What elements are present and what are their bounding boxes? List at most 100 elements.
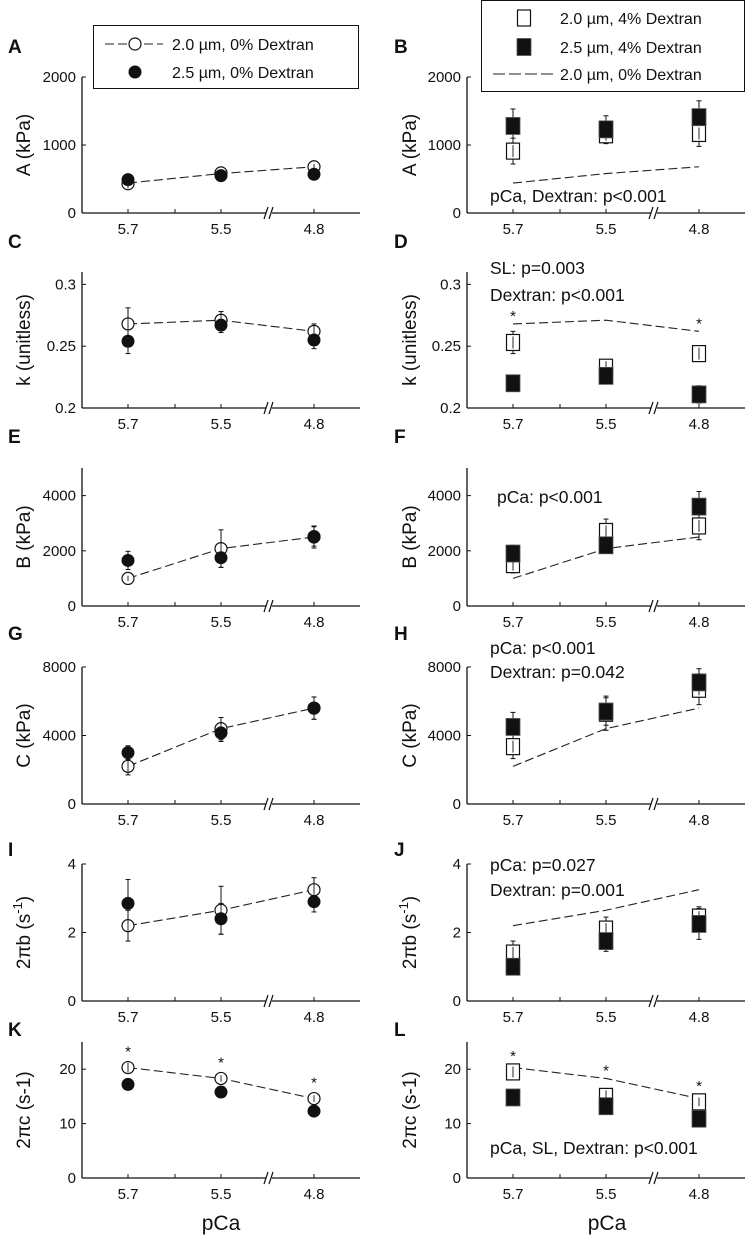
y-axis-label-text: k (unitless) xyxy=(400,294,421,386)
y-axis-label-end: ) xyxy=(14,896,35,902)
y-tick-label: 10 xyxy=(59,1116,76,1133)
y-tick-label: 0 xyxy=(453,598,461,615)
y-tick-label: 0 xyxy=(453,796,461,813)
axis-break xyxy=(648,797,659,811)
axis-break xyxy=(263,1171,274,1185)
stats-annotation: Dextran: p=0.001 xyxy=(490,880,625,900)
significance-star: * xyxy=(510,1048,516,1065)
x-tick-label: 5.7 xyxy=(118,1186,139,1203)
x-tick-label: 4.8 xyxy=(304,812,325,829)
stats-annotation: pCa, SL, Dextran: p<0.001 xyxy=(490,1138,698,1158)
x-tick-label: 5.5 xyxy=(596,614,617,631)
y-axis-label-end: ) xyxy=(400,896,421,902)
panel-l: L 0 10 20 5.7 5.5 4.8 2πc (s-1) * * * pCa, SL, Dext… xyxy=(394,1020,745,1203)
x-tick-label: 5.5 xyxy=(596,416,617,433)
panel-f: F 0 2000 4000 5.7 5.5 4.8 B (kPa) pCa: p<0.001 xyxy=(394,427,745,631)
y-axis-label-superscript: -1 xyxy=(396,902,411,914)
data-point-filled-square xyxy=(691,673,707,692)
x-tick-label: 4.8 xyxy=(304,1186,325,1203)
axis-break xyxy=(648,1171,659,1185)
y-axis-label-text: 2πb (s xyxy=(14,914,35,969)
stats-annotation: Dextran: p=0.042 xyxy=(490,662,625,682)
legend-box xyxy=(93,25,359,89)
x-tick-label: 4.8 xyxy=(689,416,710,433)
reference-line-2um-0pct xyxy=(512,889,700,927)
y-axis-label-text: 2πc (s-1) xyxy=(400,1071,421,1149)
x-tick-label: 5.5 xyxy=(211,221,232,238)
data-point-filled-square xyxy=(505,374,521,393)
data-point-filled-circle xyxy=(121,1077,135,1091)
panel-j: J 0 2 4 5.7 5.5 4.8 2πb (s-1) pCa: p=0.027 Dextra… xyxy=(394,840,745,1026)
x-tick-label: 5.7 xyxy=(118,812,139,829)
y-tick-label: 0.2 xyxy=(55,400,76,417)
x-tick-label: 5.7 xyxy=(118,614,139,631)
y-axis-label: C (kPa) xyxy=(14,703,35,767)
legend-right: 2.0 µm, 4% Dextran 2.5 µm, 4% Dextran 2.0 … xyxy=(481,0,745,92)
significance-star: * xyxy=(696,315,702,332)
y-tick-label: 2000 xyxy=(43,69,76,86)
x-tick-label: 5.7 xyxy=(503,1186,524,1203)
y-tick-label: 0.3 xyxy=(55,276,76,293)
y-tick-label: 4 xyxy=(68,856,76,873)
x-tick-label: 5.7 xyxy=(118,221,139,238)
data-point-filled-square xyxy=(505,957,521,976)
panel-d: D 0.2 0.25 0.3 5.7 5.5 4.8 k (unitless) * * SL: p=… xyxy=(394,232,745,433)
x-tick-label: 5.5 xyxy=(596,812,617,829)
legend-marker-filled-square xyxy=(516,38,532,56)
y-axis-label: k (unitless) xyxy=(14,294,35,386)
stats-annotation: Dextran: p<0.001 xyxy=(490,285,625,305)
panel-letter: A xyxy=(8,37,22,58)
data-point-filled-square xyxy=(691,497,707,516)
y-tick-label: 0 xyxy=(453,1170,461,1187)
y-tick-label: 20 xyxy=(59,1061,76,1078)
panel-letter: B xyxy=(394,37,408,58)
legend-left: 2.0 µm, 0% Dextran 2.5 µm, 0% Dextran xyxy=(93,25,359,89)
panel-g: G 0 4000 8000 5.7 5.5 4.8 C (kPa) xyxy=(8,624,360,829)
data-point-filled-circle xyxy=(307,529,321,543)
y-axis-label: A (kPa) xyxy=(400,114,421,176)
y-axis-label: 2πb (s-1) xyxy=(10,896,35,969)
x-tick-label: 5.5 xyxy=(596,221,617,238)
y-tick-label: 4 xyxy=(453,856,461,873)
data-point-filled-circle xyxy=(214,318,228,332)
panel-letter: J xyxy=(394,840,405,861)
x-tick-label: 5.5 xyxy=(211,1186,232,1203)
panel-a: A 0 1000 2000 5.7 5.5 4.8 A (kPa) xyxy=(8,37,360,238)
data-point-filled-circle xyxy=(307,895,321,909)
reference-line-2um-0pct xyxy=(512,319,700,332)
reference-line-2um-0pct xyxy=(512,1067,700,1100)
x-tick-label: 5.7 xyxy=(503,1009,524,1026)
data-point-filled-circle xyxy=(121,553,135,567)
data-point-filled-circle xyxy=(214,551,228,565)
axis-break xyxy=(263,401,274,415)
x-tick-label: 5.5 xyxy=(596,1186,617,1203)
data-point-filled-square xyxy=(691,1109,707,1128)
y-tick-label: 4000 xyxy=(43,728,76,745)
axis-break xyxy=(648,994,659,1008)
x-tick-label: 4.8 xyxy=(304,221,325,238)
y-axis-label: 2πb (s-1) xyxy=(396,896,421,969)
data-point-filled-circle xyxy=(307,701,321,715)
y-axis-label: k (unitless) xyxy=(400,294,421,386)
significance-star: * xyxy=(510,308,516,325)
x-tick-label: 4.8 xyxy=(689,812,710,829)
y-tick-label: 20 xyxy=(444,1061,461,1078)
y-axis-label: A (kPa) xyxy=(14,114,35,176)
data-point-filled-circle xyxy=(214,169,228,183)
x-tick-label: 4.8 xyxy=(304,416,325,433)
legend-label: 2.0 µm, 0% Dextran xyxy=(560,67,702,84)
data-point-filled-circle xyxy=(214,912,228,926)
significance-star: * xyxy=(125,1044,131,1061)
data-point-filled-square xyxy=(598,1097,614,1116)
x-tick-label: 5.7 xyxy=(503,221,524,238)
axis-break xyxy=(263,206,274,220)
y-tick-label: 2000 xyxy=(428,543,461,560)
axis-break xyxy=(263,599,274,613)
x-axis-title-left: pCa xyxy=(202,1212,241,1235)
panel-letter: I xyxy=(8,840,13,861)
y-tick-label: 4000 xyxy=(43,488,76,505)
significance-star: * xyxy=(603,1062,609,1079)
y-axis-label-text: B (kPa) xyxy=(400,505,421,568)
data-point-filled-circle xyxy=(121,746,135,760)
